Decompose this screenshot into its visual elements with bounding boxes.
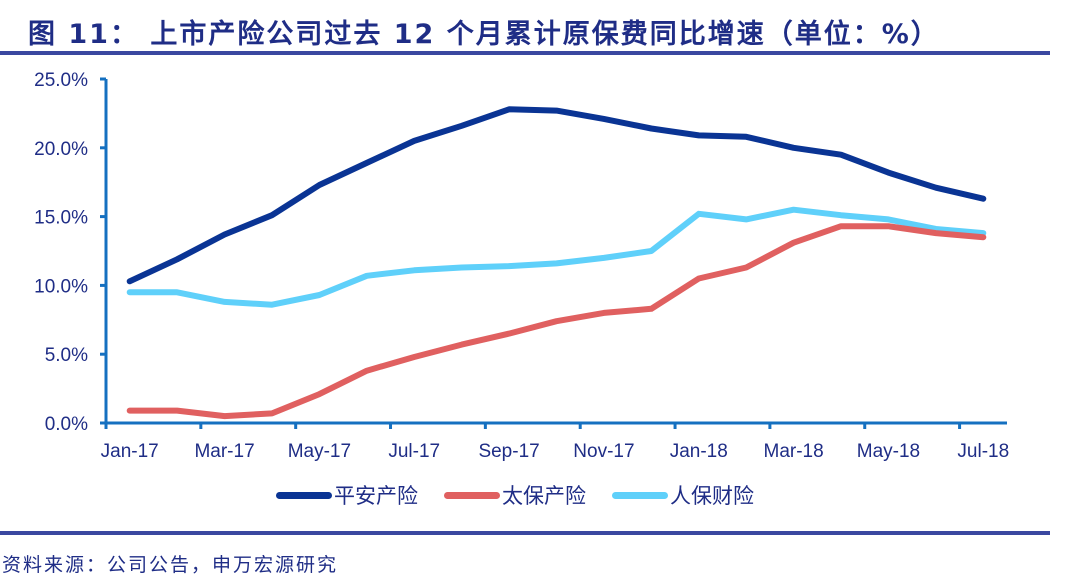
legend-label-picc: 人保财险 [670,484,754,508]
x-tick-label: Nov-17 [573,441,634,462]
axes: 0.0% 5.0% 10.0% 15.0% 20.0% 25.0% Jan-17 Mar-17… [34,70,1009,462]
y-tick-label: 20.0% [34,139,88,160]
x-tick-label: May-18 [857,441,920,462]
x-tick-label: Mar-18 [764,441,824,462]
x-tick-label: Mar-17 [194,441,254,462]
legend-swatch-picc [612,491,668,499]
x-tick-label: Jan-17 [101,441,159,462]
y-tick-label: 25.0% [34,70,88,91]
y-tick-label: 5.0% [45,345,88,366]
line-chart: 0.0% 5.0% 10.0% 15.0% 20.0% 25.0% Jan-17 Mar-17… [34,70,1009,462]
series-line-0 [126,106,987,285]
chart-title: 图 11： 上市产险公司过去 12 个月累计原保费同比增速（单位：%） [28,19,940,50]
y-tick-label: 15.0% [34,208,88,229]
series-line-2 [126,206,987,308]
y-tick-label: 0.0% [45,414,88,435]
legend-swatch-pingan [276,491,332,499]
y-tick-label: 10.0% [34,276,88,297]
x-tick-label: May-17 [288,441,351,462]
x-tick-label: Jul-18 [957,441,1009,462]
legend-swatch-cpic [444,491,500,499]
x-tick-label: Jul-17 [388,441,440,462]
legend-item-pingan: 平安产险 [276,480,418,510]
legend-label-cpic: 太保产险 [502,484,586,508]
title-rule [0,51,1050,55]
legend-item-cpic: 太保产险 [444,480,586,510]
series-line-1 [126,223,987,420]
legend-item-picc: 人保财险 [612,480,754,510]
footer-rule [0,531,1050,535]
series-lines [126,106,987,420]
source-note: 资料来源：公司公告，申万宏源研究 [2,554,339,576]
x-tick-label: Jan-18 [670,441,728,462]
legend-label-pingan: 平安产险 [334,484,418,508]
legend: 平安产险 太保产险 人保财险 [276,480,780,510]
x-tick-label: Sep-17 [478,441,539,462]
